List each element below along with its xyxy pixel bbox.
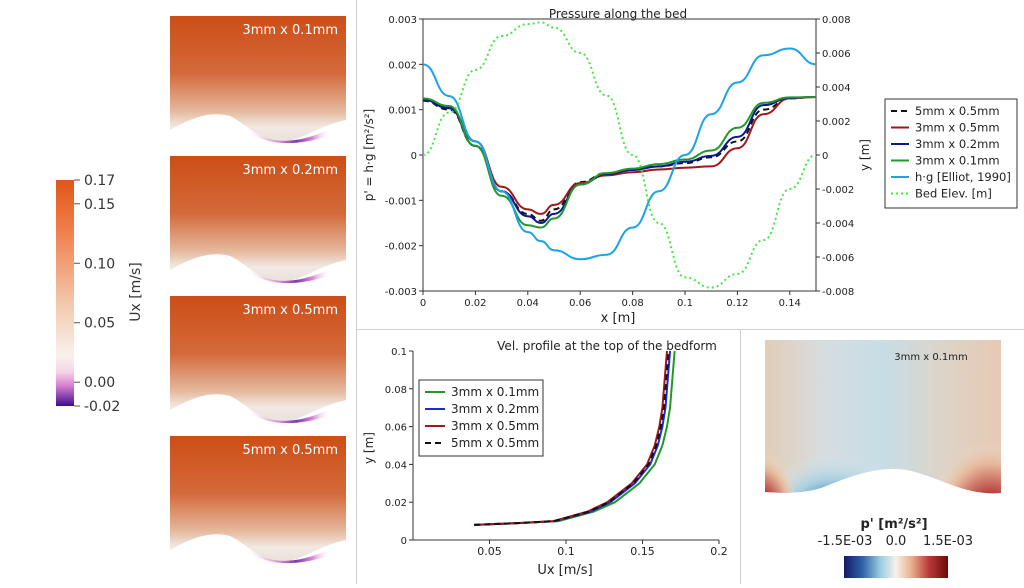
ux-colorbar-tick-label: -0.02 xyxy=(84,399,120,415)
y-right-tick-label: -0.004 xyxy=(822,219,854,230)
x-tick-label: 0.05 xyxy=(477,545,502,558)
velocity-map: 3mm x 0.1mm xyxy=(170,16,346,144)
legend-entry: 3mm x 0.1mm xyxy=(451,385,539,399)
x-tick-label: 0.1 xyxy=(557,545,575,558)
pressure-colorbar-title: p' [m²/s²] xyxy=(860,517,927,532)
legend-entry: 3mm x 0.2mm xyxy=(915,137,1000,151)
legend-entry: 3mm x 0.5mm xyxy=(451,419,539,433)
x-tick-label: 0.14 xyxy=(779,298,801,309)
x-tick-label: 0.2 xyxy=(710,545,728,558)
legend-entry: 3mm x 0.1mm xyxy=(915,154,1000,168)
pressure-chart-ylabel: p' = h·g [m²/s²] xyxy=(362,109,376,201)
y-right-tick-label: 0 xyxy=(822,151,828,162)
velocity-series-line xyxy=(474,350,670,526)
y-tick-label: -0.003 xyxy=(385,287,417,298)
velocity-profile-chart: Vel. profile at the top of the bedform U… xyxy=(357,330,740,584)
y-right-tick-label: -0.008 xyxy=(822,287,854,298)
velocity-map: 3mm x 0.5mm xyxy=(170,296,346,424)
x-tick-label: 0.04 xyxy=(517,298,539,309)
horizontal-divider xyxy=(356,329,1024,330)
y-tick-label: -0.002 xyxy=(385,242,417,253)
pressure-colorbar-tick-max: 1.5E-03 xyxy=(923,534,973,549)
y-right-tick-label: -0.006 xyxy=(822,253,854,264)
pressure-series-line xyxy=(422,95,817,222)
pressure-field xyxy=(765,340,1001,494)
x-tick-label: 0.12 xyxy=(726,298,748,309)
y-right-tick-label: 0.008 xyxy=(822,15,851,26)
y-right-tick-label: 0.006 xyxy=(822,49,851,60)
pressure-chart: Pressure along the bed x [m] p' = h·g [m… xyxy=(357,0,1024,329)
pressure-series-line xyxy=(422,47,817,261)
ux-colorbar-title: Ux [m/s] xyxy=(128,262,144,322)
x-tick-label: 0.15 xyxy=(630,545,655,558)
pressure-colorbar-gradient xyxy=(844,556,948,578)
y-tick-label: 0.08 xyxy=(385,385,407,396)
y-tick-label: 0 xyxy=(411,151,417,162)
velocity-map-label: 3mm x 0.5mm xyxy=(242,303,338,318)
legend-entry: h·g [Elliot, 1990] xyxy=(915,170,1011,184)
velocity-map: 3mm x 0.2mm xyxy=(170,156,346,284)
y-tick-label: 0.001 xyxy=(388,106,417,117)
ux-colorbar-tick-label: 0.05 xyxy=(84,316,115,332)
pressure-chart-title: Pressure along the bed xyxy=(549,7,687,21)
y-tick-label: 0.04 xyxy=(385,460,407,471)
legend-entry: 5mm x 0.5mm xyxy=(915,104,1000,118)
pressure-map-label: 3mm x 0.1mm xyxy=(894,352,968,363)
pressure-colorbar-tick-mid: 0.0 xyxy=(886,534,907,549)
x-tick-label: 0.08 xyxy=(621,298,643,309)
ux-colorbar-gradient xyxy=(56,180,74,406)
ux-colorbar: 0.17 0.15 0.10 0.05 0.00 -0.02 Ux [m/s] xyxy=(40,170,170,415)
pressure-colorbar-tick-min: -1.5E-03 xyxy=(818,534,873,549)
pressure-series-line xyxy=(422,21,817,289)
x-tick-label: 0.02 xyxy=(464,298,486,309)
ux-colorbar-tick-label: 0.10 xyxy=(84,256,115,272)
y-right-tick-label: 0.002 xyxy=(822,117,851,128)
legend-entry: 5mm x 0.5mm xyxy=(451,436,539,450)
ux-colorbar-tick-label: 0.17 xyxy=(84,173,115,189)
y-tick-label: 0.1 xyxy=(391,347,407,358)
pressure-map-svg: 3mm x 0.1mm p' [m²/s²] -1.5E-03 0.0 1.5E… xyxy=(765,340,1001,578)
velocity-chart-xlabel: Ux [m/s] xyxy=(537,563,592,578)
y-tick-label: -0.001 xyxy=(385,196,417,207)
x-tick-label: 0.1 xyxy=(677,298,693,309)
pressure-legend xyxy=(884,98,1018,209)
y-tick-label: 0.002 xyxy=(388,60,417,71)
y-right-tick-label: 0.004 xyxy=(822,83,851,94)
y-tick-label: 0.06 xyxy=(385,423,407,434)
legend-entry: Bed Elev. [m] xyxy=(915,187,992,201)
velocity-chart-title: Vel. profile at the top of the bedform xyxy=(497,339,717,353)
vertical-divider xyxy=(356,0,357,584)
pressure-series-line xyxy=(422,95,817,225)
y-tick-label: 0.02 xyxy=(385,498,407,509)
y-tick-label: 0 xyxy=(401,536,407,547)
x-tick-label: 0.06 xyxy=(569,298,591,309)
pressure-chart-ylabel-right: y [m] xyxy=(858,139,872,171)
velocity-maps: 3mm x 0.1mm 3mm x 0.2mm 3mm x 0.5mm 5mm x 0… xyxy=(168,12,348,572)
ux-colorbar-tick-label: 0.00 xyxy=(84,375,115,391)
vertical-divider-lower xyxy=(740,330,741,584)
pressure-chart-svg: Pressure along the bed x [m] p' = h·g [m… xyxy=(362,7,1018,326)
velocity-map-label: 5mm x 0.5mm xyxy=(242,443,338,458)
ux-colorbar-svg: 0.17 0.15 0.10 0.05 0.00 -0.02 Ux [m/s] xyxy=(56,173,144,415)
pressure-plot-frame xyxy=(422,18,817,292)
pressure-map: 3mm x 0.1mm p' [m²/s²] -1.5E-03 0.0 1.5E… xyxy=(741,330,1024,584)
x-tick-label: 0 xyxy=(420,298,426,309)
velocity-profile-chart-svg: Vel. profile at the top of the bedform U… xyxy=(362,339,728,578)
velocity-series-line xyxy=(474,350,668,526)
pressure-series-line xyxy=(422,95,817,229)
velocity-map-label: 3mm x 0.2mm xyxy=(242,163,338,178)
velocity-maps-svg: 3mm x 0.1mm 3mm x 0.2mm 3mm x 0.5mm 5mm x 0… xyxy=(170,16,346,564)
velocity-map-label: 3mm x 0.1mm xyxy=(242,23,338,38)
velocity-chart-ylabel: y [m] xyxy=(362,432,376,464)
velocity-map: 5mm x 0.5mm xyxy=(170,436,346,564)
ux-colorbar-tick-label: 0.15 xyxy=(84,197,115,213)
pressure-chart-xlabel: x [m] xyxy=(601,311,636,326)
legend-entry: 3mm x 0.2mm xyxy=(451,402,539,416)
legend-entry: 3mm x 0.5mm xyxy=(915,121,1000,135)
y-tick-label: 0.003 xyxy=(388,15,417,26)
y-right-tick-label: -0.002 xyxy=(822,185,854,196)
